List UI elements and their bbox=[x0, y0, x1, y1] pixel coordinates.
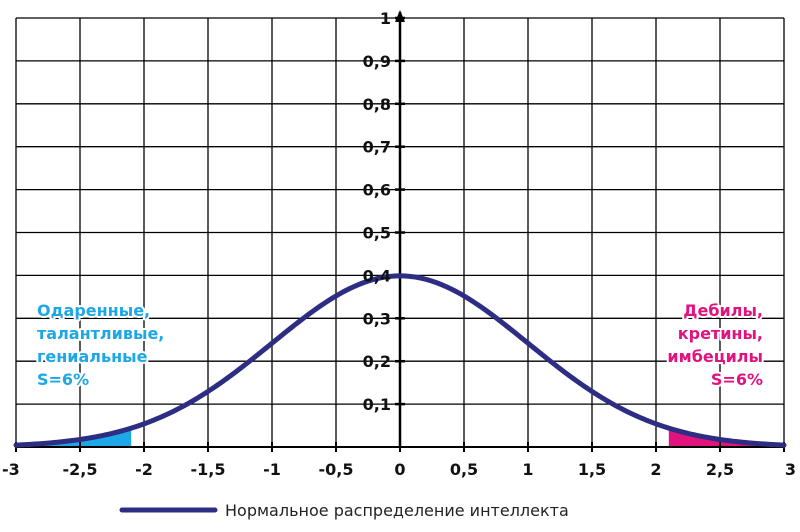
y-tick-label: 0,2 bbox=[363, 352, 391, 371]
x-tick-label: 1,5 bbox=[578, 460, 606, 479]
y-tick-label: 0,5 bbox=[363, 224, 391, 243]
curve-layer bbox=[13, 273, 787, 448]
y-tick-label: 0,9 bbox=[363, 52, 391, 71]
legend: Нормальное распределение интеллекта bbox=[119, 501, 569, 520]
shaded-regions bbox=[16, 428, 784, 447]
axes bbox=[15, 10, 785, 452]
x-tick-label: -0,5 bbox=[319, 460, 354, 479]
x-tick-label: 1 bbox=[522, 460, 533, 479]
y-tick-label: 0,6 bbox=[363, 181, 391, 200]
x-tick-label: 0 bbox=[394, 460, 405, 479]
y-axis-arrow bbox=[395, 10, 405, 22]
y-tick-label: 1 bbox=[380, 9, 391, 28]
annotation-left-line: талантливые, bbox=[37, 324, 164, 343]
x-tick-label: -2 bbox=[135, 460, 153, 479]
annotation-right-line: имбецилы bbox=[667, 347, 763, 366]
x-tick-label: -1 bbox=[263, 460, 281, 479]
y-tick-label: 0,1 bbox=[363, 395, 391, 414]
x-tick-label: -3 bbox=[2, 460, 20, 479]
annotations: Одаренные, талантливые, гениальные S=6% Деби… bbox=[35, 299, 765, 391]
x-tick-label: -1,5 bbox=[191, 460, 226, 479]
x-tick-label: -2,5 bbox=[63, 460, 98, 479]
legend-label: Нормальное распределение интеллекта bbox=[225, 501, 569, 520]
x-tick-label: 2,5 bbox=[706, 460, 734, 479]
annotation-right-line: Дебилы, bbox=[683, 301, 763, 320]
tick-labels: 0,1 0,2 0,3 0,4 0,5 0,6 0,7 0,8 0,9 1 -3 -2,5 -2 -1,5… bbox=[2, 9, 796, 479]
annotation-left-line: Одаренные, bbox=[37, 301, 150, 320]
x-tick-label: 0,5 bbox=[450, 460, 478, 479]
annotation-left-line: гениальные bbox=[37, 347, 148, 366]
x-tick-label: 3 bbox=[785, 460, 796, 479]
y-tick-label: 0,3 bbox=[363, 309, 391, 328]
y-tick-label: 0,4 bbox=[363, 266, 391, 285]
shaded-region-right bbox=[668, 428, 784, 447]
normal-curve-line bbox=[13, 273, 787, 448]
shaded-region-left bbox=[16, 428, 132, 447]
y-tick-label: 0,8 bbox=[363, 95, 391, 114]
annotation-left-line: S=6% bbox=[37, 370, 89, 389]
x-tick-label: 2 bbox=[650, 460, 661, 479]
annotation-right-line: кретины, bbox=[678, 324, 763, 343]
annotation-right-line: S=6% bbox=[711, 370, 763, 389]
y-tick-label: 0,7 bbox=[363, 138, 391, 157]
